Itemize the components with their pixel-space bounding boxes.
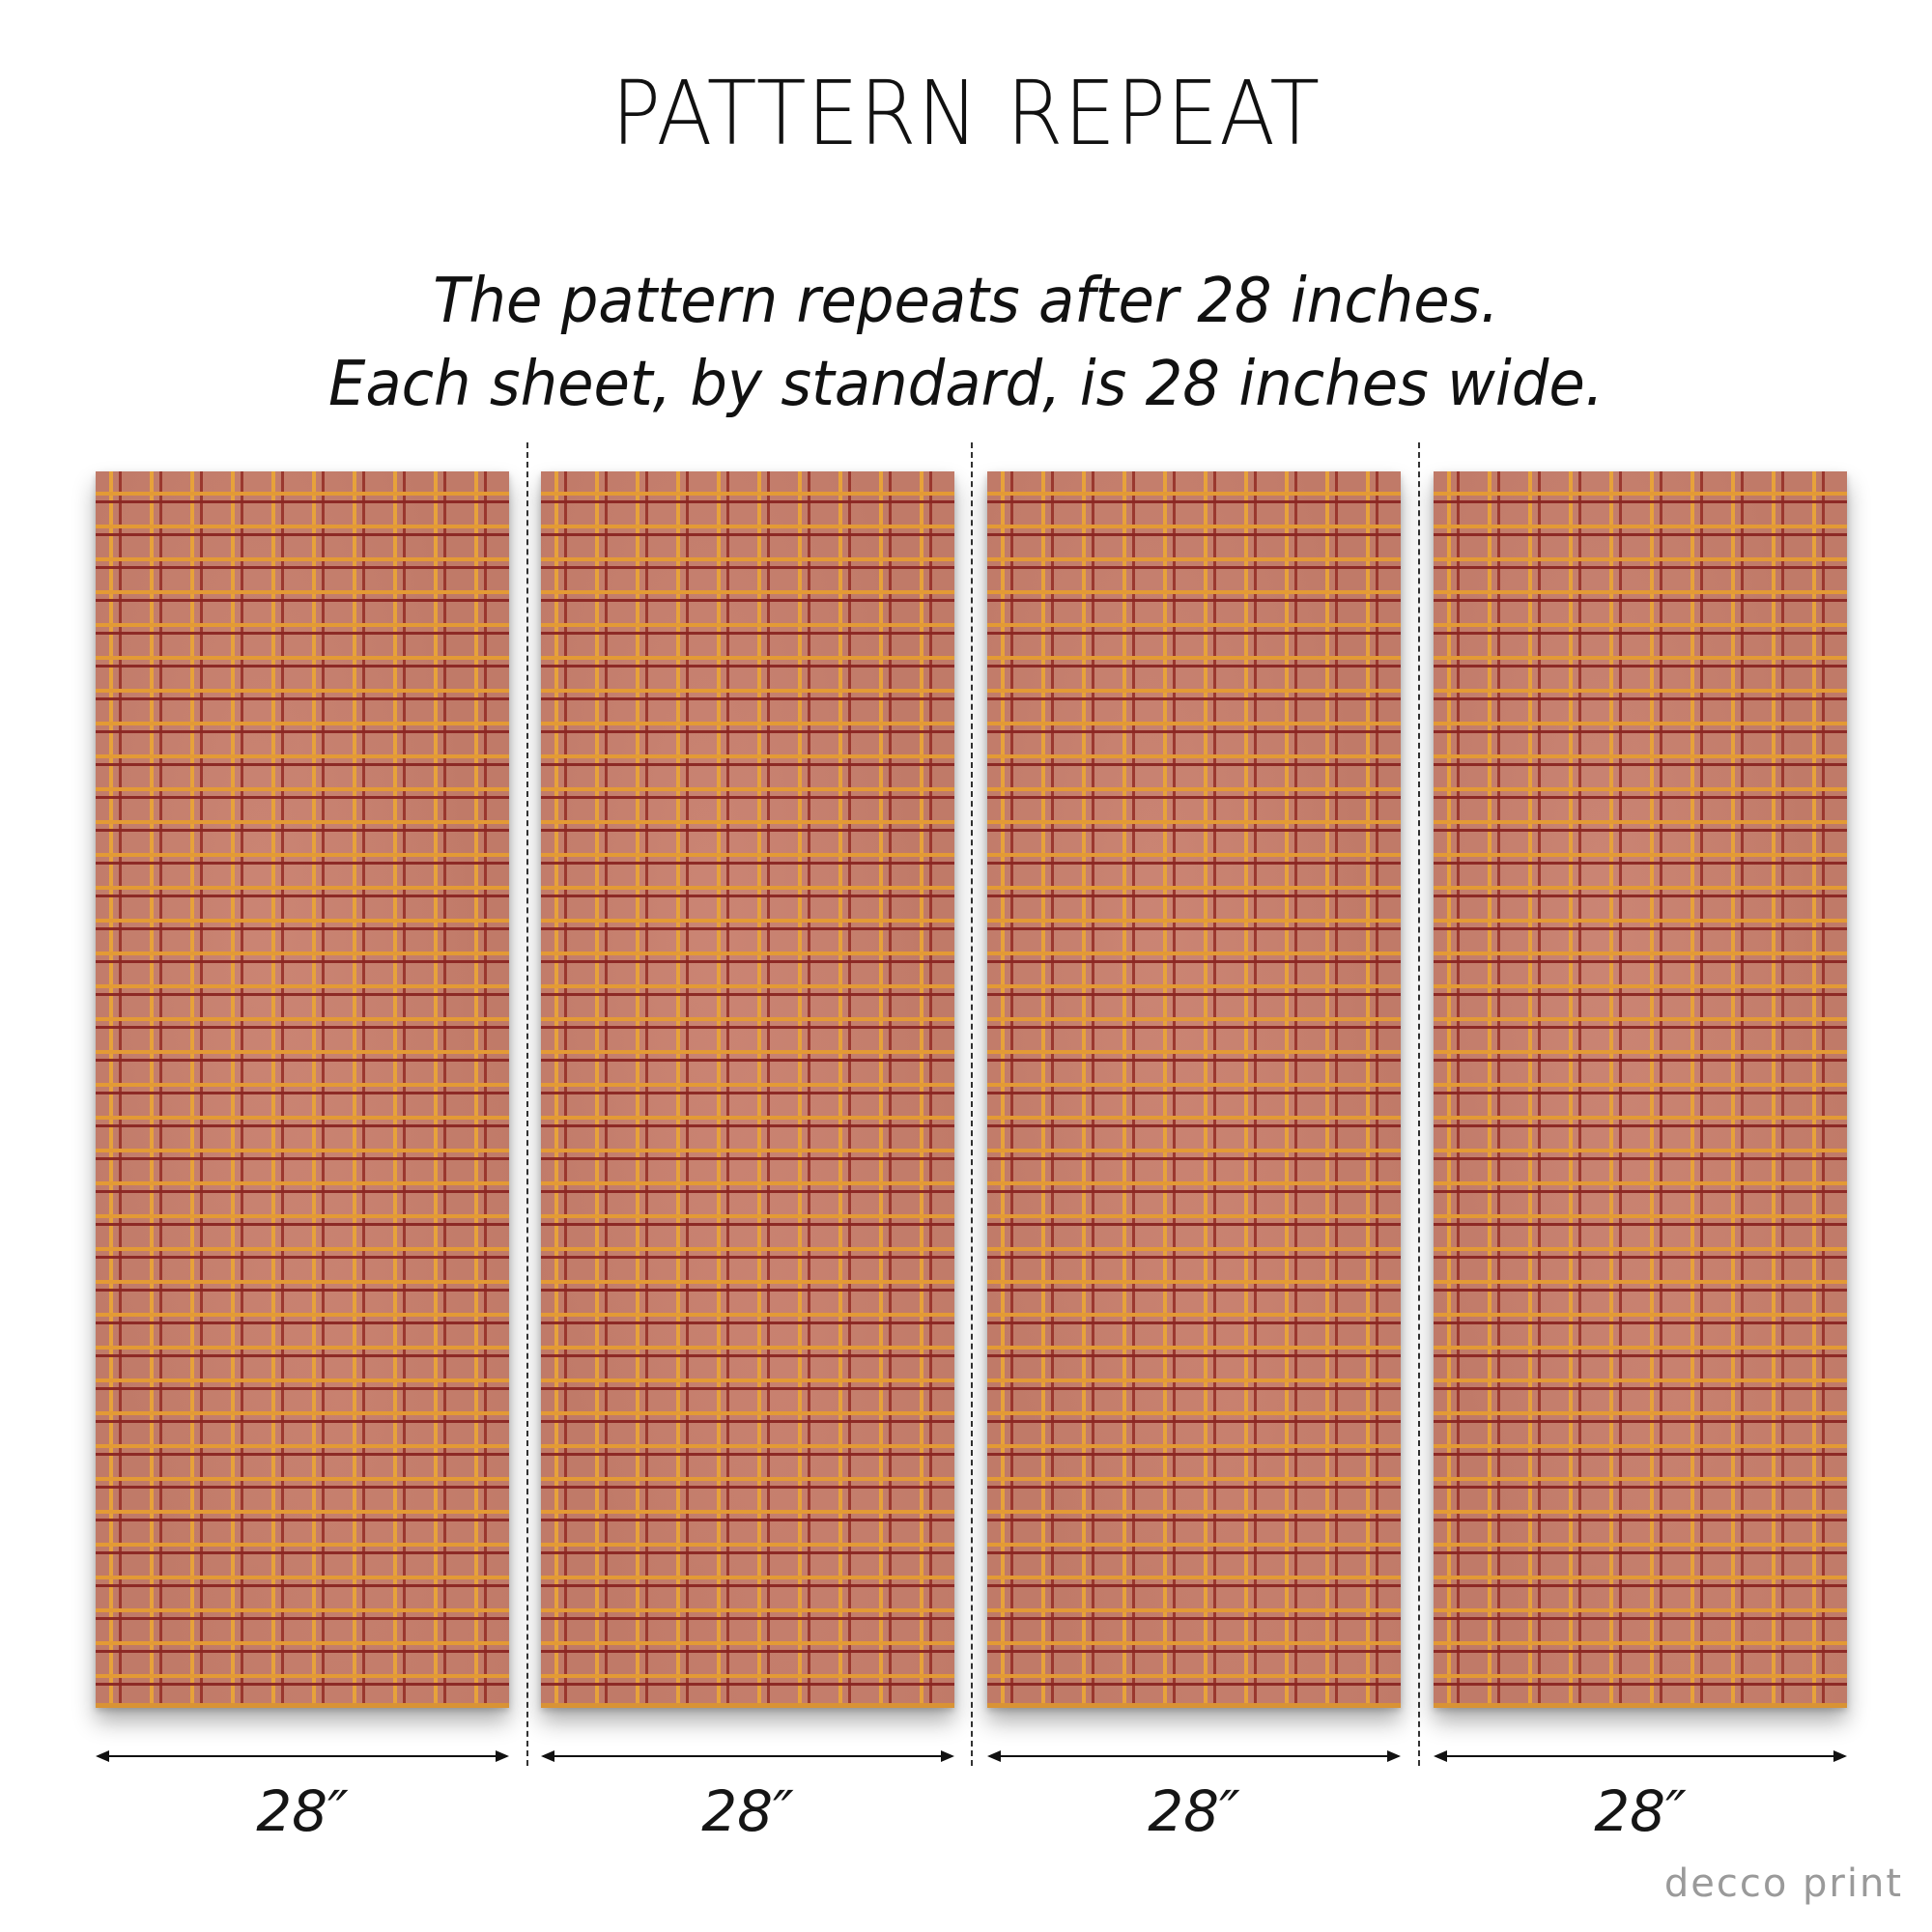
width-arrow-icon: [96, 1750, 509, 1762]
width-arrow-icon: [541, 1750, 954, 1762]
wallpaper-sheet-3: [987, 471, 1401, 1708]
subtitle-line-2: Each sheet, by standard, is 28 inches wi…: [327, 349, 1605, 420]
width-arrow-icon: [1434, 1750, 1847, 1762]
wallpaper-sheet-4: [1434, 471, 1847, 1708]
sheet-width-label: 28″: [701, 1778, 794, 1844]
sheet-width-label: 28″: [1594, 1778, 1687, 1844]
wallpaper-sheet-1: [96, 471, 509, 1708]
sheet-width-label: 28″: [256, 1778, 349, 1844]
sheet-divider: [526, 442, 528, 1766]
brand-logo: decco print: [1663, 1861, 1903, 1906]
page-title: PATTERN REPEAT: [611, 62, 1321, 165]
sheet-divider: [1418, 442, 1420, 1766]
sheet-width-label: 28″: [1148, 1778, 1240, 1844]
sheet-divider: [971, 442, 973, 1766]
width-arrow-icon: [987, 1750, 1401, 1762]
subtitle-line-1: The pattern repeats after 28 inches.: [433, 266, 1499, 337]
wallpaper-sheet-2: [541, 471, 954, 1708]
